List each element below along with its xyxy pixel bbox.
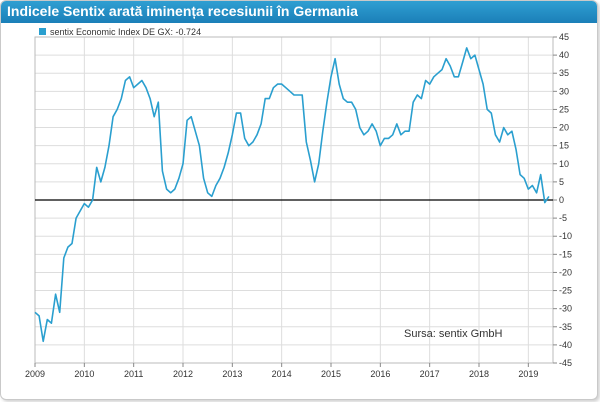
x-tick-label: 2014 <box>272 369 292 379</box>
x-tick-label: 2010 <box>74 369 94 379</box>
x-tick-label: 2018 <box>469 369 489 379</box>
y-tick-label: -25 <box>559 286 572 296</box>
legend-label: sentix Economic Index DE GX: -0.724 <box>50 27 201 37</box>
y-tick-label: -40 <box>559 340 572 350</box>
title-bar: Indicele Sentix arată iminența recesiuni… <box>1 1 597 23</box>
y-tick-label: -10 <box>559 231 572 241</box>
x-tick-label: 2009 <box>25 369 45 379</box>
y-tick-label: -20 <box>559 267 572 277</box>
x-tick-label: 2017 <box>420 369 440 379</box>
y-tick-label: -45 <box>559 358 572 368</box>
x-tick-label: 2015 <box>321 369 341 379</box>
y-tick-label: 35 <box>559 68 569 78</box>
y-tick-label: 5 <box>559 177 564 187</box>
y-tick-label: 0 <box>559 195 564 205</box>
y-tick-label: 30 <box>559 86 569 96</box>
chart-title: Indicele Sentix arată iminența recesiuni… <box>7 3 358 19</box>
y-tick-label: 10 <box>559 159 569 169</box>
x-tick-label: 2012 <box>173 369 193 379</box>
legend: sentix Economic Index DE GX: -0.724 <box>39 27 201 37</box>
x-tick-label: 2013 <box>222 369 242 379</box>
y-tick-label: 40 <box>559 50 569 60</box>
y-tick-label: -35 <box>559 322 572 332</box>
series-line <box>34 47 550 343</box>
y-tick-label: -30 <box>559 304 572 314</box>
x-tick-label: 2016 <box>370 369 390 379</box>
y-tick-label: 25 <box>559 104 569 114</box>
y-axis: 45 40 35 30 25 20 15 10 5 0 -5 -10 -15 -20 -25 -30 -35 -4… <box>553 32 572 368</box>
y-tick-label: 15 <box>559 141 569 151</box>
source-annotation: Sursa: sentix GmbH <box>404 328 502 340</box>
y-tick-label: 45 <box>559 32 569 42</box>
x-axis: 2009 2010 2011 2012 2013 2014 2015 2016 2017 2018… <box>25 363 538 379</box>
legend-swatch <box>39 28 46 35</box>
x-tick-label: 2019 <box>518 369 538 379</box>
y-tick-label: -15 <box>559 249 572 259</box>
x-tick-label: 2011 <box>124 369 143 379</box>
y-tick-label: -5 <box>559 213 567 223</box>
y-tick-label: 20 <box>559 123 569 133</box>
